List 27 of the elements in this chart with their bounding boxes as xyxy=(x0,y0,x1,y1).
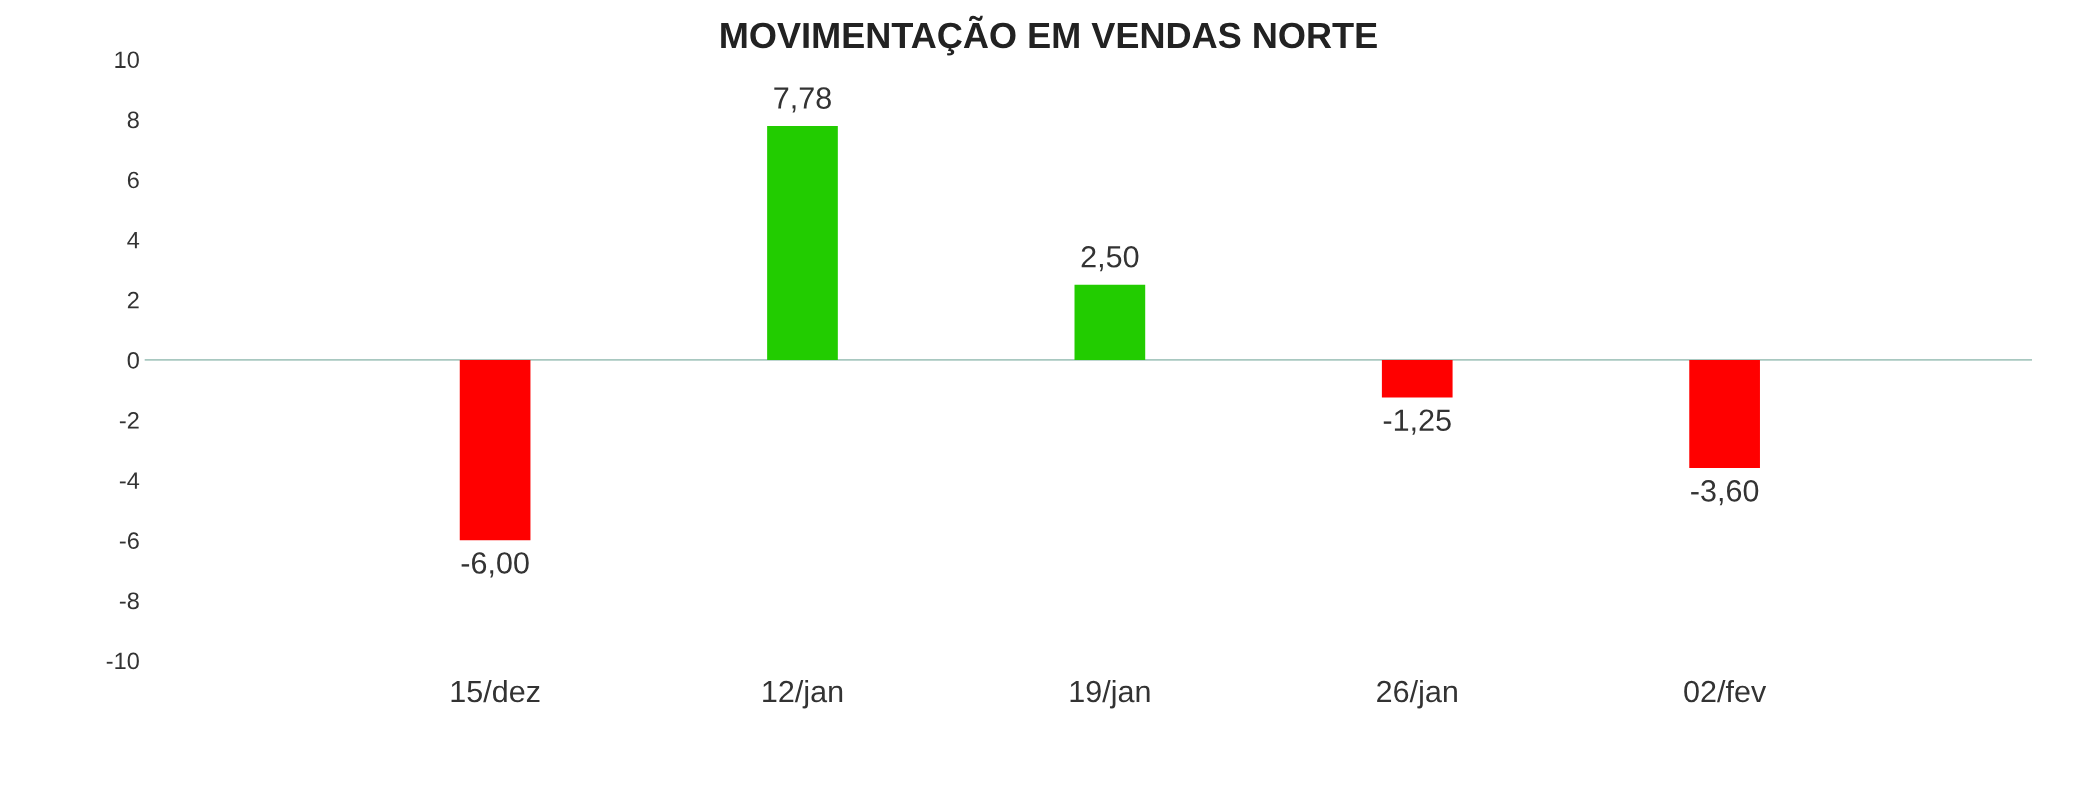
data-label: 2,50 xyxy=(1081,245,1139,272)
y-tick-label: 0 xyxy=(127,351,139,369)
bar xyxy=(1074,284,1146,360)
y-tick-label: -8 xyxy=(119,592,139,610)
bar xyxy=(767,126,838,360)
y-tick-label: -10 xyxy=(106,652,139,670)
x-tick-label: 15/dez xyxy=(451,679,540,703)
x-tick-label: 02/fev xyxy=(1684,679,1767,703)
data-label: -1,25 xyxy=(1383,409,1451,435)
y-tick-label: -2 xyxy=(119,412,139,429)
chart-title: MOVIMENTAÇÃO EM VENDAS NORTE xyxy=(721,15,1377,56)
y-tick-label: -4 xyxy=(119,472,140,489)
y-tick-label: -6 xyxy=(119,532,139,550)
y-tick-label: 4 xyxy=(127,231,140,249)
y-tick-label: 2 xyxy=(127,291,139,309)
bar xyxy=(1689,359,1760,469)
y-tick-label: 10 xyxy=(115,51,139,69)
x-tick-label: 26/jan xyxy=(1377,679,1457,709)
data-label: -3,60 xyxy=(1691,480,1759,506)
x-tick-label: 12/jan xyxy=(763,679,843,709)
x-tick-label: 19/jan xyxy=(1070,679,1150,709)
bar xyxy=(1381,359,1453,398)
data-label: -6,00 xyxy=(461,552,529,578)
bar xyxy=(459,359,531,541)
y-tick-label: 8 xyxy=(127,111,139,129)
data-label: 7,78 xyxy=(774,87,831,113)
y-tick-label: 6 xyxy=(127,171,139,189)
